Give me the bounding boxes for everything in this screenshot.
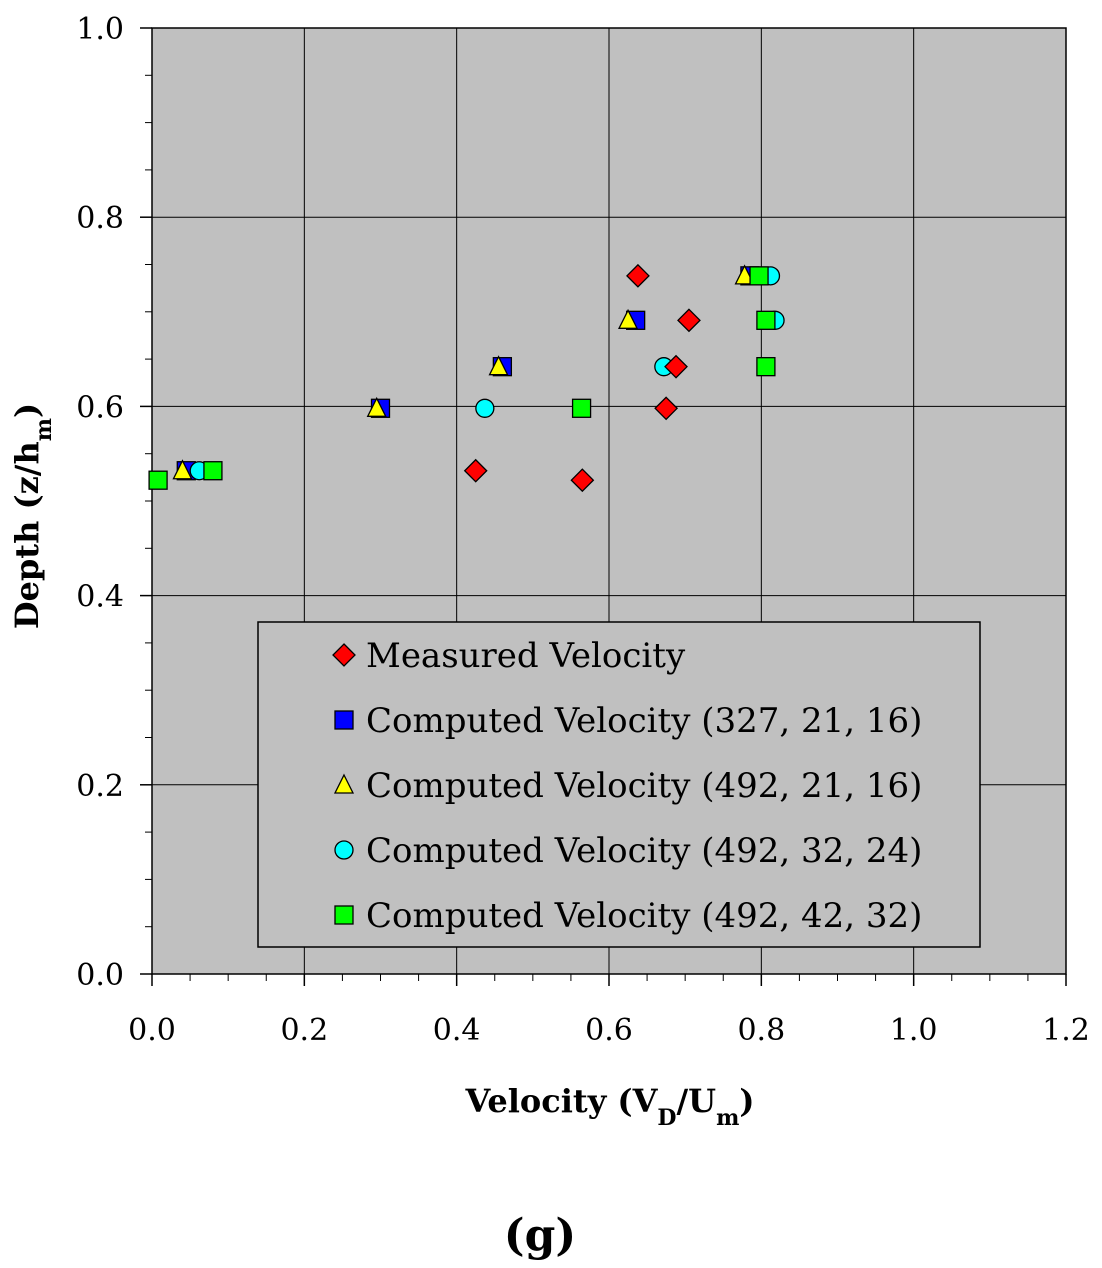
- x-axis-ticks: 0.0 0.2 0.4 0.6 0.8 1.0 1.2: [128, 974, 1090, 1048]
- legend-marker-square: [334, 710, 354, 730]
- legend-label: Computed Velocity (492, 32, 24): [366, 831, 922, 871]
- x-tick-label: 0.0: [128, 1013, 176, 1048]
- data-point-triangle: [734, 264, 755, 285]
- y-tick-label: 0.8: [76, 201, 124, 236]
- legend: Measured Velocity Computed Velocity (327,…: [257, 621, 981, 948]
- data-points: [148, 263, 785, 493]
- data-point-diamond: [570, 468, 595, 493]
- data-point-square: [756, 357, 776, 377]
- data-point-diamond: [626, 263, 650, 288]
- data-point-diamond: [463, 458, 488, 483]
- y-tick-label: 0.4: [76, 580, 124, 615]
- y-tick-label: 1.0: [76, 12, 124, 47]
- legend-marker-diamond: [332, 643, 356, 667]
- data-point-triangle: [172, 459, 193, 480]
- y-tick-label: 0.6: [76, 390, 124, 425]
- y-tick-label: 0.0: [76, 958, 124, 993]
- data-point-triangle: [366, 396, 387, 417]
- data-point-square: [203, 461, 223, 481]
- data-point-diamond: [677, 308, 701, 333]
- x-tick-label: 0.4: [433, 1013, 481, 1048]
- x-tick-label: 1.0: [890, 1013, 938, 1048]
- data-point-square: [756, 310, 776, 330]
- panel-label: (g): [504, 1210, 576, 1261]
- data-point-square: [148, 470, 168, 490]
- x-axis-title: Velocity (VD/Um): [465, 1082, 755, 1131]
- legend-box: [257, 621, 981, 948]
- x-tick-label: 1.2: [1042, 1013, 1090, 1048]
- legend-label: Computed Velocity (327, 21, 16): [366, 701, 922, 741]
- data-point-triangle: [617, 308, 639, 329]
- legend-marker-triangle: [333, 773, 355, 794]
- legend-label: Computed Velocity (492, 21, 16): [366, 766, 922, 806]
- legend-label: Measured Velocity: [366, 636, 686, 676]
- data-point-diamond: [654, 396, 679, 421]
- x-tick-label: 0.2: [280, 1013, 328, 1048]
- data-point-triangle: [488, 355, 509, 376]
- y-tick-label: 0.2: [76, 769, 124, 804]
- legend-label: Computed Velocity (492, 42, 32): [366, 896, 922, 936]
- y-axis-title: Depth (z/hm): [8, 403, 57, 629]
- legend-marker-circle: [334, 840, 354, 860]
- x-tick-label: 0.6: [585, 1013, 633, 1048]
- x-tick-label: 0.8: [737, 1013, 785, 1048]
- data-point-square: [749, 266, 769, 286]
- legend-marker-square: [334, 905, 354, 925]
- data-point-square: [571, 398, 592, 418]
- data-point-diamond: [664, 354, 688, 379]
- y-axis-ticks: 0.0 0.2 0.4 0.6 0.8 1.0: [76, 12, 152, 993]
- data-point-circle: [475, 398, 495, 418]
